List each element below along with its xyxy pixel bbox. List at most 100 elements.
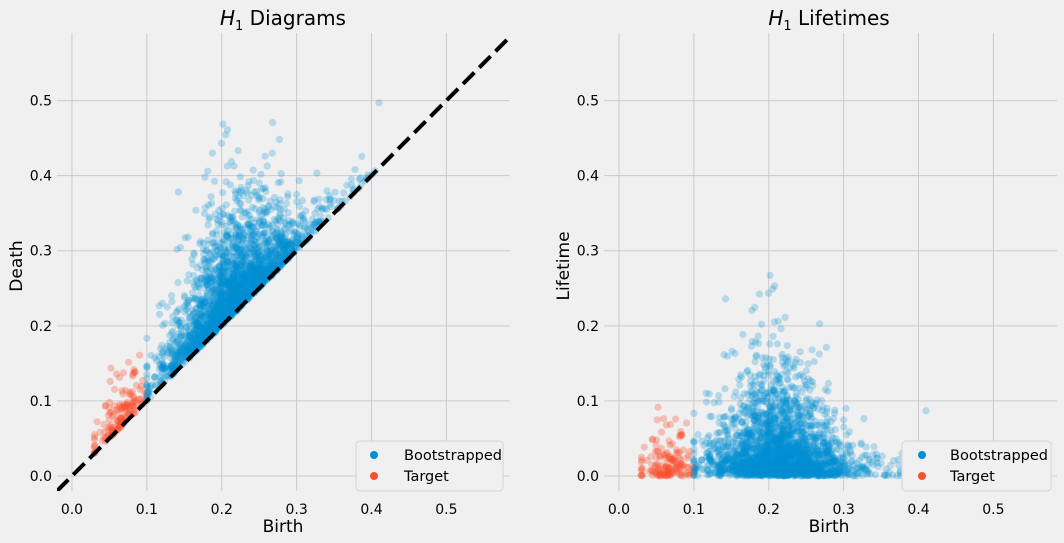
data-point-bootstrapped bbox=[232, 243, 240, 251]
data-point-bootstrapped bbox=[215, 293, 223, 301]
data-point-bootstrapped bbox=[246, 222, 254, 230]
y-axis-label-diagrams: Death bbox=[7, 240, 27, 291]
data-point-bootstrapped bbox=[255, 271, 264, 279]
data-point-bootstrapped bbox=[211, 242, 220, 250]
data-point-bootstrapped bbox=[239, 258, 247, 266]
data-point-bootstrapped bbox=[220, 244, 228, 252]
data-point-bootstrapped bbox=[215, 286, 223, 294]
data-point-bootstrapped bbox=[206, 314, 214, 322]
data-point-bootstrapped bbox=[216, 289, 224, 297]
data-point-bootstrapped bbox=[279, 237, 287, 246]
data-point-bootstrapped bbox=[233, 290, 241, 298]
data-point-bootstrapped bbox=[862, 443, 870, 451]
data-point-bootstrapped bbox=[225, 249, 233, 257]
data-point-bootstrapped bbox=[214, 217, 222, 225]
data-point-bootstrapped bbox=[253, 234, 261, 242]
data-point-bootstrapped bbox=[755, 290, 764, 298]
data-point-bootstrapped bbox=[298, 234, 306, 242]
data-point-bootstrapped bbox=[235, 286, 243, 294]
data-point-bootstrapped bbox=[213, 314, 221, 322]
data-point-bootstrapped bbox=[728, 421, 736, 429]
data-point-bootstrapped bbox=[192, 326, 200, 334]
data-point-bootstrapped bbox=[204, 326, 213, 334]
data-point-bootstrapped bbox=[170, 353, 178, 361]
diagonal-line bbox=[57, 33, 510, 491]
data-point-bootstrapped bbox=[192, 324, 200, 332]
data-point-bootstrapped bbox=[156, 372, 164, 380]
data-point-bootstrapped bbox=[204, 167, 212, 175]
data-point-bootstrapped bbox=[239, 257, 247, 266]
data-point-bootstrapped bbox=[181, 349, 189, 357]
x-tick-label: 0.0 bbox=[61, 502, 83, 518]
data-point-bootstrapped bbox=[195, 331, 203, 339]
data-point-bootstrapped bbox=[224, 211, 232, 219]
data-point-bootstrapped bbox=[253, 260, 261, 268]
data-point-target bbox=[91, 433, 99, 441]
data-point-bootstrapped bbox=[173, 348, 181, 356]
data-point-bootstrapped bbox=[215, 306, 223, 314]
data-point-bootstrapped bbox=[196, 323, 204, 331]
data-point-bootstrapped bbox=[256, 266, 264, 274]
data-point-bootstrapped bbox=[196, 297, 204, 305]
data-point-bootstrapped bbox=[205, 256, 213, 264]
data-point-bootstrapped bbox=[206, 250, 214, 258]
data-point-bootstrapped bbox=[241, 242, 249, 250]
data-point-bootstrapped bbox=[218, 221, 226, 229]
data-point-bootstrapped bbox=[236, 290, 244, 298]
data-point-bootstrapped bbox=[243, 287, 251, 295]
data-point-bootstrapped bbox=[244, 291, 252, 299]
data-point-bootstrapped bbox=[238, 291, 246, 299]
data-point-bootstrapped bbox=[195, 322, 203, 331]
data-point-bootstrapped bbox=[231, 279, 239, 287]
data-point-bootstrapped bbox=[168, 345, 176, 353]
chart-title-diagrams: H1 Diagrams bbox=[220, 6, 346, 34]
data-point-bootstrapped bbox=[158, 364, 167, 372]
data-point-bootstrapped bbox=[204, 323, 212, 331]
data-point-bootstrapped bbox=[241, 261, 249, 269]
data-point-bootstrapped bbox=[249, 269, 257, 277]
data-point-bootstrapped bbox=[229, 293, 237, 301]
data-point-bootstrapped bbox=[218, 204, 226, 212]
data-point-bootstrapped bbox=[214, 317, 222, 325]
data-point-bootstrapped bbox=[240, 294, 248, 302]
data-point-bootstrapped bbox=[690, 409, 698, 417]
data-point-bootstrapped bbox=[251, 236, 259, 244]
data-point-bootstrapped bbox=[222, 303, 230, 311]
data-point-bootstrapped bbox=[234, 291, 242, 299]
data-point-bootstrapped bbox=[267, 246, 275, 254]
data-point-bootstrapped bbox=[259, 250, 267, 258]
data-point-bootstrapped bbox=[199, 239, 207, 247]
data-point-bootstrapped bbox=[754, 332, 762, 340]
data-point-bootstrapped bbox=[215, 307, 223, 315]
data-point-bootstrapped bbox=[210, 286, 218, 294]
data-point-bootstrapped bbox=[204, 275, 212, 283]
data-point-bootstrapped bbox=[231, 261, 239, 269]
data-point-bootstrapped bbox=[232, 262, 240, 270]
data-point-bootstrapped bbox=[228, 308, 236, 316]
data-point-bootstrapped bbox=[241, 269, 249, 277]
data-point-bootstrapped bbox=[232, 256, 240, 265]
data-point-bootstrapped bbox=[189, 260, 197, 268]
data-point-bootstrapped bbox=[279, 247, 287, 255]
data-point-bootstrapped bbox=[252, 278, 261, 286]
data-point-bootstrapped bbox=[263, 266, 272, 274]
data-point-bootstrapped bbox=[266, 248, 274, 256]
data-point-bootstrapped bbox=[292, 234, 300, 242]
data-point-bootstrapped bbox=[232, 289, 240, 298]
data-point-bootstrapped bbox=[278, 232, 287, 240]
data-point-bootstrapped bbox=[276, 243, 285, 251]
data-point-bootstrapped bbox=[241, 262, 249, 270]
data-point-bootstrapped bbox=[278, 230, 286, 238]
data-point-bootstrapped bbox=[208, 321, 216, 329]
data-point-bootstrapped bbox=[296, 202, 304, 211]
x-tick-label: 0.3 bbox=[285, 502, 307, 518]
data-point-bootstrapped bbox=[231, 290, 240, 298]
data-point-bootstrapped bbox=[753, 387, 761, 395]
data-point-bootstrapped bbox=[209, 307, 217, 315]
data-point-bootstrapped bbox=[271, 242, 279, 250]
data-point-bootstrapped bbox=[166, 331, 174, 339]
data-point-bootstrapped bbox=[255, 274, 263, 282]
data-point-bootstrapped bbox=[283, 241, 291, 249]
data-point-bootstrapped bbox=[228, 259, 236, 267]
data-point-bootstrapped bbox=[251, 269, 259, 277]
